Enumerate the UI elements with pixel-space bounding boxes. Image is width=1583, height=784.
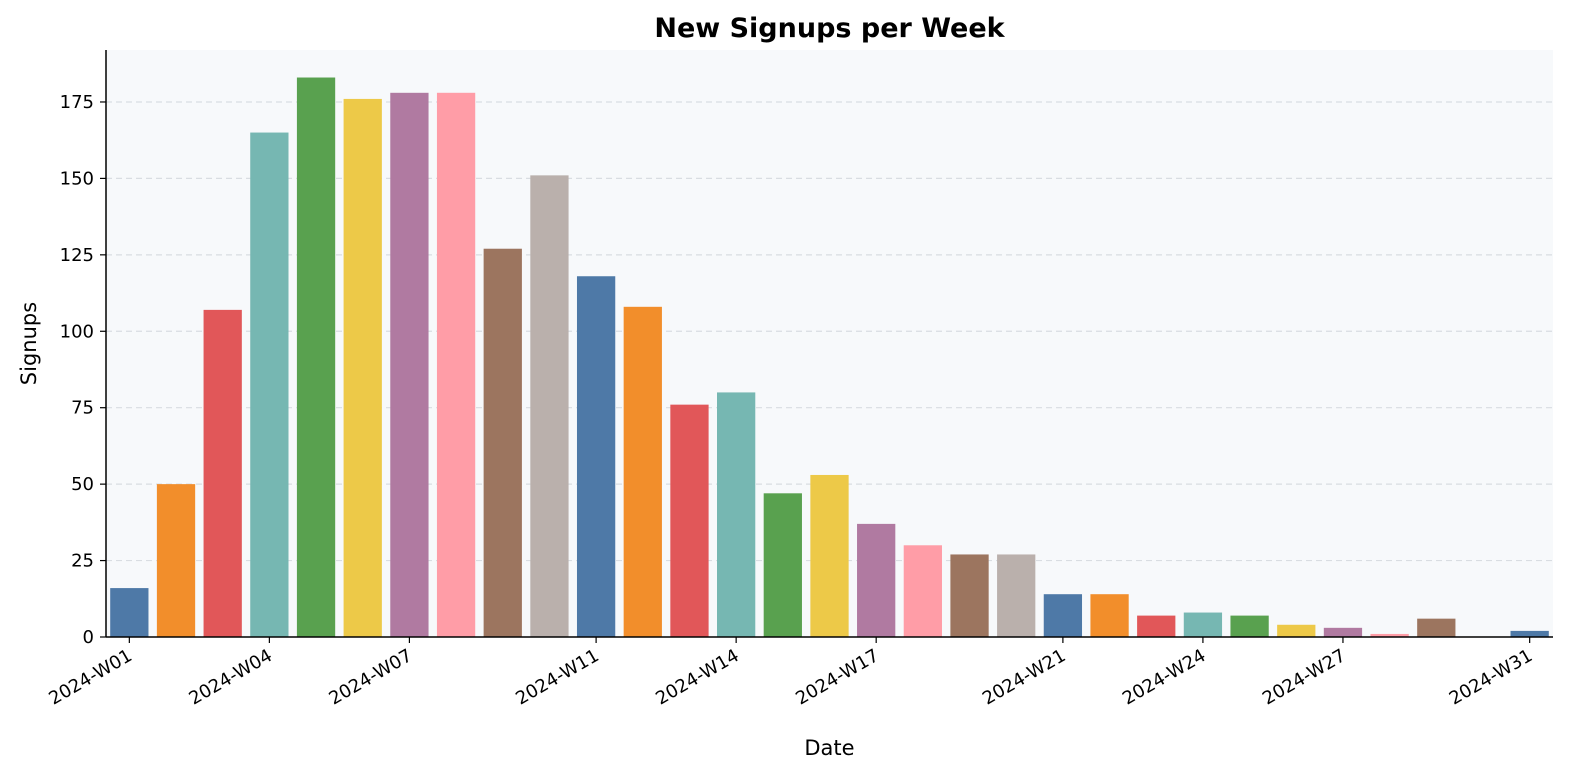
x-tick-label: 2024-W21 (979, 645, 1069, 709)
bar-2024-W29 (1417, 618, 1456, 637)
bar-2024-W28 (1370, 633, 1409, 637)
bar-2024-W03 (203, 309, 242, 637)
y-tick-label: 75 (71, 398, 94, 419)
bar-2024-W21 (1043, 594, 1083, 637)
bar-2024-W22 (1090, 594, 1129, 637)
bar-2024-W16 (810, 474, 849, 637)
bar-2024-W13 (670, 404, 709, 637)
x-tick-label: 2024-W11 (512, 645, 602, 709)
bar-2024-W27 (1323, 627, 1363, 637)
bar-2024-W26 (1277, 624, 1316, 637)
x-tick-label: 2024-W14 (652, 645, 742, 709)
x-tick-label: 2024-W04 (185, 645, 275, 709)
bar-2024-W12 (623, 306, 662, 637)
bar-2024-W19 (950, 554, 989, 637)
bar-2024-W04 (250, 132, 289, 637)
bar-2024-W25 (1230, 615, 1269, 637)
x-tick-label: 2024-W27 (1259, 645, 1349, 709)
bar-2024-W18 (903, 545, 942, 637)
bar-2024-W20 (997, 554, 1036, 637)
bar-2024-W05 (296, 77, 336, 637)
x-tick-label: 2024-W31 (1446, 645, 1536, 709)
y-tick-label: 100 (60, 321, 94, 342)
y-tick-label: 25 (71, 551, 94, 572)
y-tick-label: 150 (60, 168, 94, 189)
x-tick-label: 2024-W17 (792, 645, 882, 709)
bars (110, 77, 1549, 638)
y-tick-label: 125 (60, 245, 94, 266)
x-axis-label: Date (804, 736, 854, 760)
bar-2024-W15 (763, 493, 802, 637)
bar-2024-W02 (156, 484, 196, 637)
bar-2024-W06 (343, 98, 382, 637)
bar-2024-W08 (436, 92, 476, 638)
bar-2024-W01 (110, 588, 149, 637)
chart-title: New Signups per Week (654, 13, 1005, 44)
y-tick-label: 175 (60, 92, 94, 113)
y-tick-label: 50 (71, 474, 94, 495)
bar-2024-W11 (576, 276, 616, 637)
x-tick-label: 2024-W24 (1119, 645, 1209, 709)
bar-2024-W17 (857, 523, 896, 637)
bar-2024-W09 (483, 248, 522, 638)
bar-2024-W24 (1183, 612, 1223, 637)
x-tick-label: 2024-W07 (325, 645, 415, 709)
x-tick-label: 2024-W01 (45, 645, 135, 709)
bar-2024-W14 (717, 392, 756, 637)
y-tick-label: 0 (83, 627, 94, 648)
y-axis-label: Signups (17, 302, 41, 385)
bar-2024-W07 (390, 92, 429, 638)
bar-2024-W23 (1137, 615, 1176, 637)
bar-2024-W10 (530, 175, 569, 638)
bar-2024-W31 (1510, 630, 1549, 637)
